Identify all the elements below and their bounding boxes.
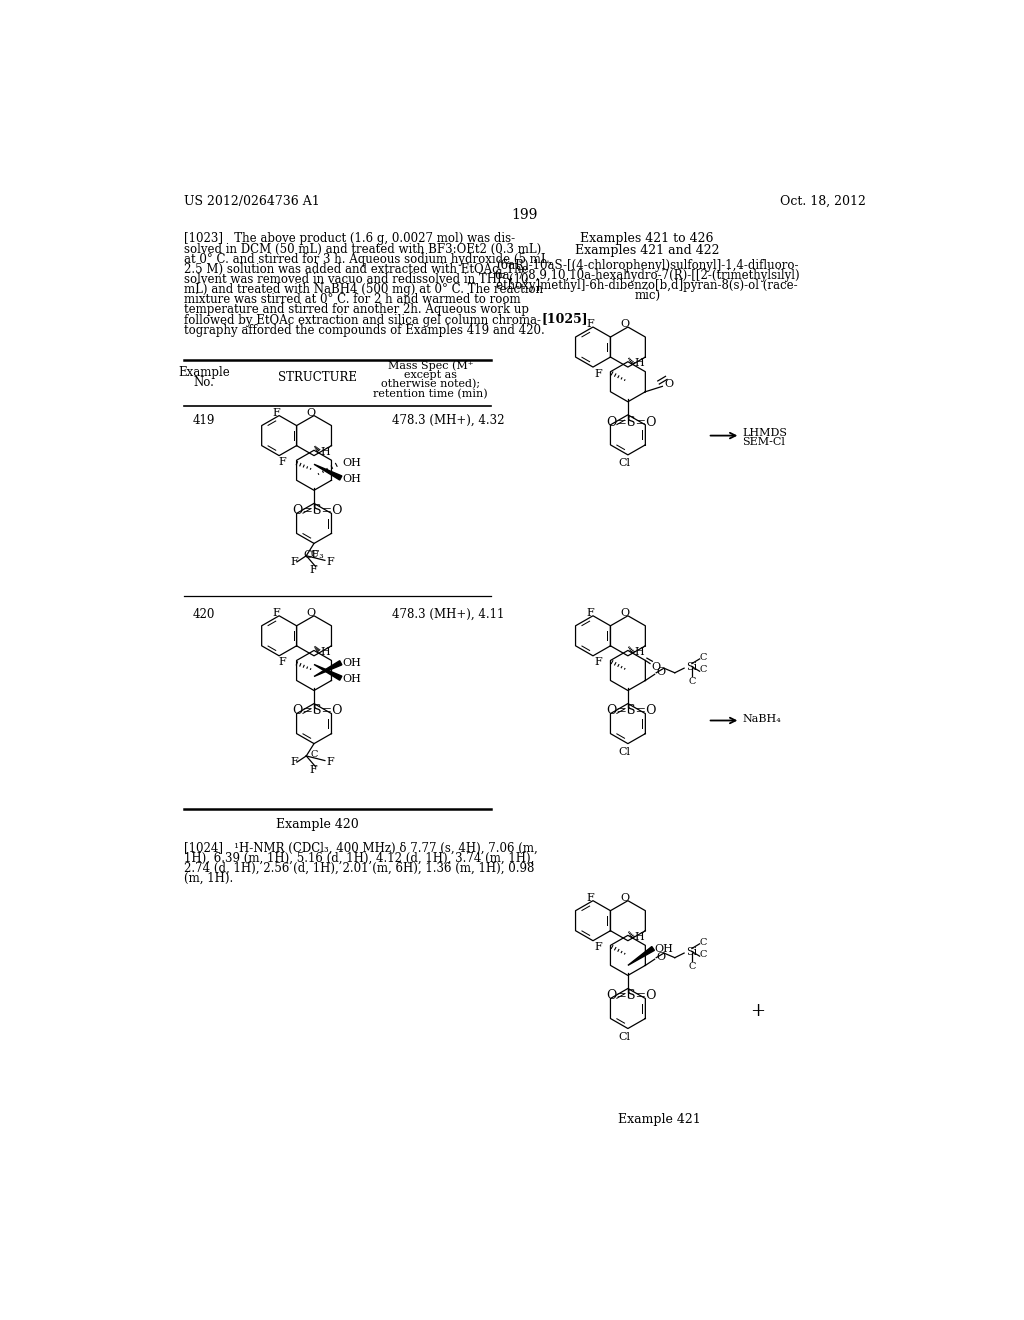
Text: 478.3 (MH+), 4.11: 478.3 (MH+), 4.11 [391, 609, 504, 622]
Text: tography afforded the compounds of Examples 419 and 420.: tography afforded the compounds of Examp… [183, 323, 545, 337]
Text: solved in DCM (50 mL) and treated with BF3:OEt2 (0.3 mL): solved in DCM (50 mL) and treated with B… [183, 243, 541, 256]
Text: Mass Spec (M⁺: Mass Spec (M⁺ [387, 360, 473, 371]
Text: (6aR)-10aS-[(4-chlorophenyl)sulfonyl]-1,4-difluoro-: (6aR)-10aS-[(4-chlorophenyl)sulfonyl]-1,… [496, 259, 799, 272]
Text: otherwise noted);: otherwise noted); [381, 379, 480, 389]
Text: OH: OH [654, 944, 674, 954]
Text: H: H [634, 358, 644, 368]
Text: F: F [594, 657, 602, 668]
Text: except as: except as [403, 370, 457, 380]
Text: O: O [621, 609, 630, 618]
Text: Si: Si [686, 663, 697, 672]
Text: F: F [327, 557, 334, 568]
Text: Cl: Cl [618, 747, 631, 756]
Text: O=S=O: O=S=O [606, 989, 656, 1002]
Text: O: O [621, 892, 630, 903]
Text: CF₃: CF₃ [304, 549, 325, 560]
Polygon shape [314, 465, 342, 480]
Text: No.: No. [194, 376, 214, 389]
Text: [1025]: [1025] [542, 313, 589, 326]
Text: H: H [634, 932, 644, 941]
Text: 2.74 (d, 1H), 2.56 (d, 1H), 2.01 (m, 6H), 1.36 (m, 1H), 0.98: 2.74 (d, 1H), 2.56 (d, 1H), 2.01 (m, 6H)… [183, 862, 535, 875]
Text: O: O [656, 952, 666, 961]
Text: Si: Si [686, 946, 697, 957]
Text: +: + [750, 1002, 765, 1019]
Text: (m, 1H).: (m, 1H). [183, 873, 233, 884]
Text: 2.5 M) solution was added and extracted with EtOAc. The: 2.5 M) solution was added and extracted … [183, 263, 528, 276]
Text: NaBH₄: NaBH₄ [742, 714, 781, 725]
Text: O: O [306, 408, 315, 418]
Text: O: O [656, 667, 666, 677]
Text: Example 421: Example 421 [617, 1113, 700, 1126]
Text: at 0° C. and stirred for 3 h. Aqueous sodium hydroxide (5 mL,: at 0° C. and stirred for 3 h. Aqueous so… [183, 252, 552, 265]
Text: [1024]   ¹H-NMR (CDCl₃, 400 MHz) δ 7.77 (s, 4H), 7.06 (m,: [1024] ¹H-NMR (CDCl₃, 400 MHz) δ 7.77 (s… [183, 841, 538, 854]
Text: F: F [594, 942, 602, 952]
Text: C: C [699, 937, 707, 946]
Text: C: C [311, 750, 318, 759]
Text: F: F [291, 557, 299, 568]
Text: OH: OH [342, 474, 361, 484]
Text: F: F [586, 892, 594, 903]
Text: OH: OH [342, 659, 361, 668]
Text: mL) and treated with NaBH4 (500 mg) at 0° C. The reaction: mL) and treated with NaBH4 (500 mg) at 0… [183, 284, 543, 296]
Text: Example 420: Example 420 [276, 817, 359, 830]
Text: C: C [689, 677, 696, 686]
Polygon shape [628, 946, 654, 965]
Text: O=S=O: O=S=O [292, 504, 343, 517]
Text: H: H [634, 647, 644, 657]
Text: O=S=O: O=S=O [606, 416, 656, 429]
Text: ethoxy]methyl]-6h-dibenzo[b,d]pyran-8(s)-ol (race-: ethoxy]methyl]-6h-dibenzo[b,d]pyran-8(s)… [497, 279, 798, 292]
Text: 1H), 6.39 (m, 1H), 5.16 (d, 1H), 4.12 (d, 1H), 3.74 (m, 1H),: 1H), 6.39 (m, 1H), 5.16 (d, 1H), 4.12 (d… [183, 851, 535, 865]
Polygon shape [314, 664, 342, 680]
Text: OH: OH [342, 458, 361, 469]
Text: H: H [321, 647, 330, 657]
Text: temperature and stirred for another 2h. Aqueous work up: temperature and stirred for another 2h. … [183, 304, 528, 317]
Text: F: F [279, 657, 287, 668]
Text: STRUCTURE: STRUCTURE [279, 371, 357, 384]
Polygon shape [314, 661, 342, 676]
Text: O: O [621, 319, 630, 329]
Text: F: F [279, 457, 287, 467]
Text: F: F [291, 758, 299, 767]
Text: C: C [689, 962, 696, 972]
Text: F: F [272, 408, 280, 418]
Text: O: O [651, 663, 660, 672]
Text: F: F [594, 368, 602, 379]
Text: O=S=O: O=S=O [292, 705, 343, 717]
Text: C: C [311, 549, 318, 558]
Text: followed by EtOAc extraction and silica gel column chroma-: followed by EtOAc extraction and silica … [183, 314, 541, 326]
Text: Examples 421 to 426: Examples 421 to 426 [581, 232, 714, 246]
Text: 420: 420 [194, 609, 215, 622]
Text: mic): mic) [634, 289, 660, 302]
Text: Cl: Cl [618, 1032, 631, 1041]
Text: F: F [586, 319, 594, 329]
Text: Oct. 18, 2012: Oct. 18, 2012 [780, 194, 866, 207]
Text: LHMDS: LHMDS [742, 428, 787, 438]
Text: F: F [309, 565, 317, 576]
Text: O: O [306, 609, 315, 618]
Text: C: C [699, 653, 707, 661]
Text: 199: 199 [512, 207, 538, 222]
Text: O=S=O: O=S=O [606, 705, 656, 717]
Text: O: O [664, 379, 673, 389]
Text: Examples 421 and 422: Examples 421 and 422 [575, 244, 720, 257]
Text: F: F [586, 609, 594, 618]
Text: mixture was stirred at 0° C. for 2 h and warmed to room: mixture was stirred at 0° C. for 2 h and… [183, 293, 520, 306]
Text: SEM-Cl: SEM-Cl [742, 437, 785, 447]
Text: Example: Example [178, 367, 229, 379]
Text: [1023]   The above product (1.6 g, 0.0027 mol) was dis-: [1023] The above product (1.6 g, 0.0027 … [183, 232, 515, 246]
Text: Cl: Cl [618, 458, 631, 469]
Text: US 2012/0264736 A1: US 2012/0264736 A1 [183, 194, 319, 207]
Text: OH: OH [342, 675, 361, 684]
Text: retention time (min): retention time (min) [373, 388, 487, 399]
Text: C: C [699, 665, 707, 675]
Text: 419: 419 [194, 414, 215, 428]
Text: 6a, 7,8,9,10,10a-hexahydro-7(R)-[[2-(trimethylsilyl): 6a, 7,8,9,10,10a-hexahydro-7(R)-[[2-(tri… [495, 269, 800, 281]
Text: F: F [272, 609, 280, 618]
Text: F: F [327, 758, 334, 767]
Text: solvent was removed in vacuo and redissolved in THF (10: solvent was removed in vacuo and redisso… [183, 273, 528, 286]
Text: H: H [321, 446, 330, 457]
Text: 478.3 (MH+), 4.32: 478.3 (MH+), 4.32 [391, 414, 504, 428]
Text: F: F [309, 766, 317, 775]
Text: C: C [699, 950, 707, 960]
